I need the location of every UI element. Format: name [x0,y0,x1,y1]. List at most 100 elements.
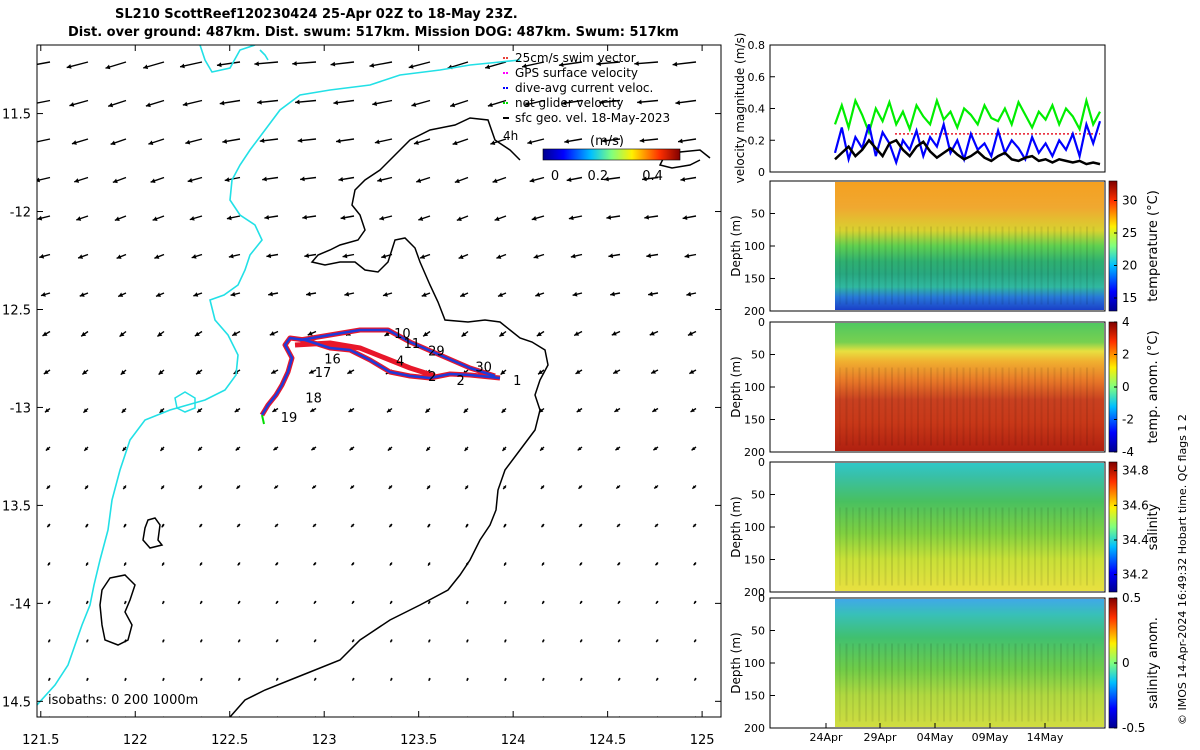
map-vector-head [604,176,609,182]
map-vector-head [162,562,165,566]
map-vector-head [416,178,422,183]
heatmap-profile-streak [917,226,919,305]
heatmap-profile-streak [871,507,874,586]
map-vector-head [145,102,151,108]
velocity-series-line [833,120,1102,167]
map-vector-head [235,446,240,451]
map-vector-head [347,369,353,374]
colorbar-tick-label: 0.4 [642,169,663,184]
heatmap-profile-streak [988,367,991,446]
heatmap-profile-streak [949,643,952,722]
heatmap-profile-streak [975,367,978,446]
map-vector-head [428,678,431,681]
map-vector-head [617,562,621,566]
map-vector-head [262,176,267,182]
map-vector-head [228,253,234,259]
map-vector-head [656,678,659,681]
heatmap-profile-streak [917,367,919,446]
map-vector-head [503,485,507,490]
map-vector-head [487,102,493,108]
map-vector-head [390,601,393,604]
heatmap-profile-streak [995,367,997,446]
depth-tick-label: 150 [744,554,765,567]
depth-tick-label: 150 [744,414,765,427]
map-xtick-label: 122 [123,733,148,748]
heatmap-profile-streak [982,226,984,305]
map-xtick-label: 125 [690,733,715,748]
depth-tick-label: 200 [744,446,765,459]
heatmap-profile-streak [1073,643,1075,722]
heatmap-profile-streak [1060,507,1062,586]
map-vector-head [76,216,82,221]
map-vector-head [596,61,601,67]
heatmap-profile-streak [1027,367,1030,446]
heatmap-profile-streak [1086,367,1088,446]
map-vector-head [276,639,279,643]
map-vector-head [143,64,149,70]
map-xtick-label: 121.5 [22,733,59,748]
map-xtick-label: 122.5 [211,733,248,748]
heatmap-profile-streak [1092,643,1095,722]
map-vector-head [572,291,578,297]
map-vector-head [338,176,344,182]
map-vector-head [82,369,88,375]
map-vector-head [617,601,621,604]
heatmap-profile-streak [1001,507,1004,586]
heatmap-profile-streak [1027,507,1030,586]
map-vector-head [274,485,278,489]
heatmap-profile-streak [995,226,997,305]
map-vector-head [387,446,392,451]
heatmap-profile-streak [858,367,861,446]
depth-tick-label: 100 [744,521,765,534]
map-vector-head [264,215,270,220]
map-vector-head [85,524,89,528]
map-vector-head [37,215,43,221]
map-vector-head [492,178,498,183]
heatmap-profile-streak [1001,643,1004,722]
heatmap-profile-streak [839,367,841,446]
map-vector-head [114,216,120,222]
map-vector-head [219,100,225,106]
map-vector-head [452,140,458,146]
map-vector-head [198,485,203,489]
map-vector-head [194,331,200,337]
waypoint-label: 4 [396,354,404,369]
map-vector-head [580,639,583,643]
map-vector-head [198,447,202,451]
legend-label: GPS surface velocity [515,66,638,80]
heatmap-profile-streak [1034,507,1036,586]
heatmap-profile-streak [949,226,952,305]
map-vector-head [601,138,607,144]
heatmap-profile-streak [936,507,939,586]
heatmap-profile-streak [949,507,952,586]
map-vector-head [342,253,348,259]
map-vector-head [86,678,89,681]
map-vector-head [124,601,127,605]
heatmap-profile-streak [1060,226,1062,305]
map-vector-head [408,64,414,69]
map-vector-head [162,678,165,681]
colorbar-tick-label: 2 [1122,348,1130,362]
heatmap-profile-streak [1066,643,1069,722]
heatmap-profile-streak [1053,643,1056,722]
depth-tick-label: 100 [744,240,765,253]
depth-tick-label: 200 [744,586,765,599]
heatmap-profile-streak [1092,226,1095,305]
colorbar-label: temperature (°C) [1146,190,1161,302]
map-vector-head [541,562,545,566]
map-vector-head [384,331,390,336]
map-vector-head [542,678,545,681]
map-vector-head [306,291,311,297]
heatmap-profile-streak [1008,367,1010,446]
map-vector-head [254,61,259,67]
depth-axis-label: Depth (m) [729,356,743,417]
colorbar-tick-label: -4 [1122,445,1134,459]
heatmap-profile-streak [1079,507,1082,586]
map-vector-head [259,138,265,144]
map-vector-head [275,601,279,604]
map-vector-head [691,446,696,451]
heatmap-profile-streak [1092,367,1095,446]
map-vector-head [485,64,491,70]
heatmap-profile-streak [852,643,854,722]
